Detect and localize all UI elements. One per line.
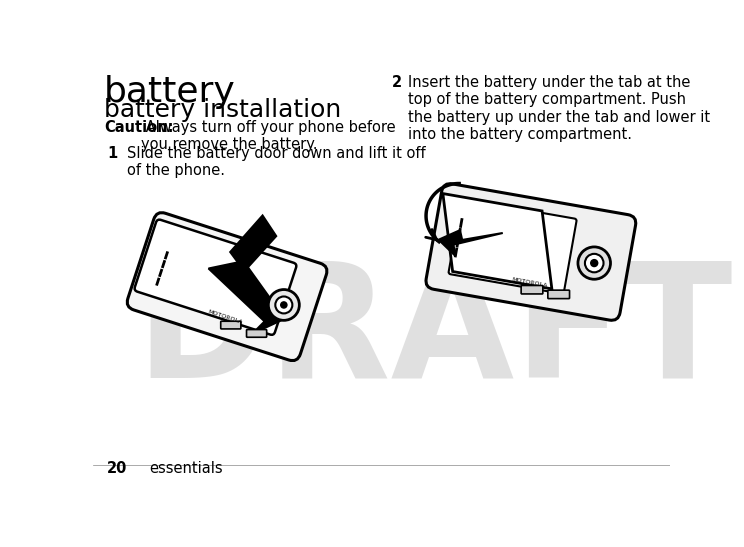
Text: 2: 2 bbox=[391, 75, 402, 90]
Circle shape bbox=[269, 289, 299, 321]
Circle shape bbox=[578, 247, 611, 280]
Circle shape bbox=[585, 254, 603, 272]
Text: Always turn off your phone before
you remove the battery.: Always turn off your phone before you re… bbox=[141, 120, 396, 152]
Circle shape bbox=[275, 296, 292, 313]
FancyBboxPatch shape bbox=[246, 329, 266, 337]
FancyBboxPatch shape bbox=[135, 220, 296, 335]
Polygon shape bbox=[208, 261, 281, 334]
FancyBboxPatch shape bbox=[426, 184, 636, 321]
FancyBboxPatch shape bbox=[521, 286, 543, 294]
Polygon shape bbox=[443, 194, 552, 289]
Text: Insert the battery under the tab at the
top of the battery compartment. Push
the: Insert the battery under the tab at the … bbox=[408, 75, 711, 142]
Text: battery installation: battery installation bbox=[104, 98, 341, 122]
Text: battery: battery bbox=[104, 75, 236, 109]
FancyBboxPatch shape bbox=[449, 199, 577, 294]
Text: essentials: essentials bbox=[149, 461, 222, 476]
FancyBboxPatch shape bbox=[127, 213, 327, 360]
Polygon shape bbox=[230, 216, 276, 271]
Text: MOTOROLA: MOTOROLA bbox=[511, 277, 548, 288]
Text: MOTOROLA: MOTOROLA bbox=[208, 309, 243, 325]
Text: Caution:: Caution: bbox=[104, 120, 173, 135]
Text: 20: 20 bbox=[107, 461, 127, 476]
Circle shape bbox=[280, 302, 287, 308]
FancyBboxPatch shape bbox=[221, 321, 241, 329]
Text: Slide the battery door down and lift it off
of the phone.: Slide the battery door down and lift it … bbox=[127, 146, 426, 178]
Circle shape bbox=[591, 260, 597, 266]
Polygon shape bbox=[439, 230, 503, 256]
Text: DRAFT: DRAFT bbox=[135, 255, 733, 410]
Text: 1: 1 bbox=[107, 146, 118, 161]
FancyBboxPatch shape bbox=[548, 290, 570, 299]
